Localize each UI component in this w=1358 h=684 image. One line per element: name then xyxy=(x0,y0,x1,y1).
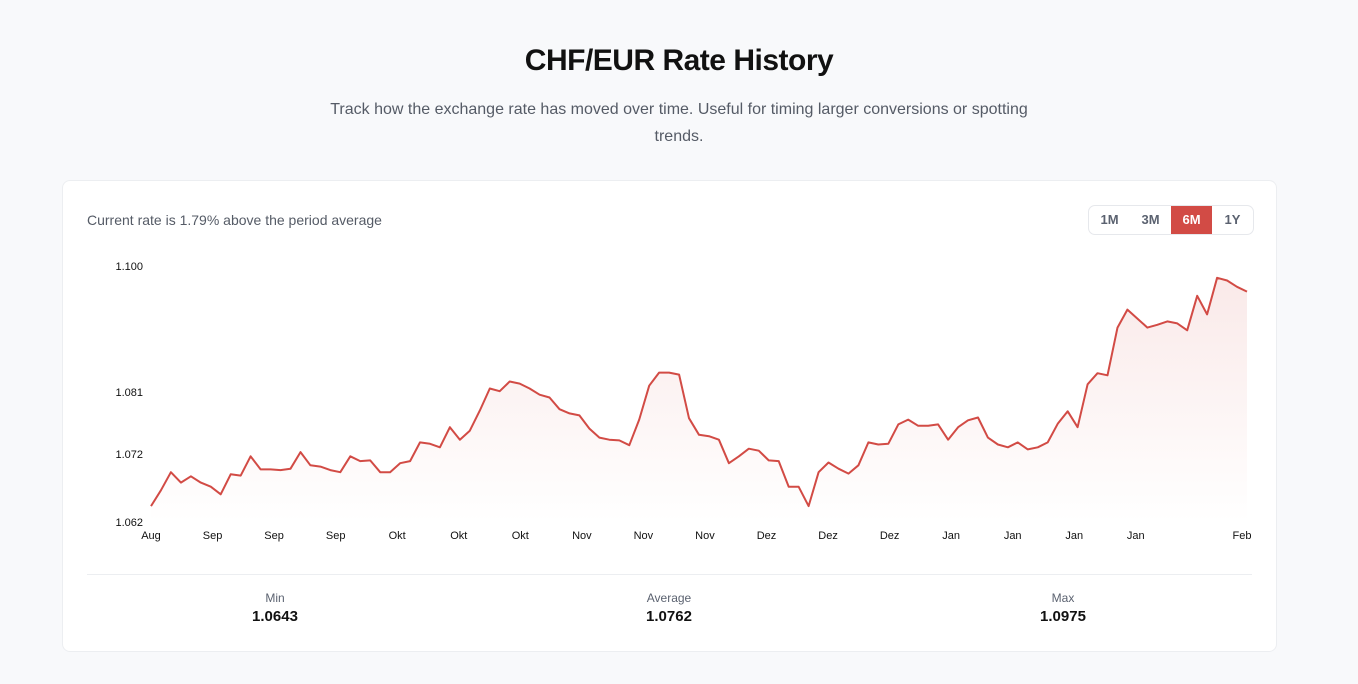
x-tick-label: Okt xyxy=(450,530,467,542)
rate-line xyxy=(150,276,1248,508)
x-tick-label: Okt xyxy=(512,530,529,542)
stat-min-label: Min xyxy=(265,591,285,605)
y-axis: 1.100 1.081 1.072 1.062 xyxy=(115,261,143,529)
rate-comparison-note: Current rate is 1.79% above the period a… xyxy=(87,212,382,228)
stat-min: Min 1.0643 xyxy=(125,591,425,625)
x-tick-label: Dez xyxy=(880,530,900,542)
x-tick-label: Nov xyxy=(695,530,715,542)
range-1m-button[interactable]: 1M xyxy=(1100,212,1119,227)
stat-min-value: 1.0643 xyxy=(252,608,298,625)
x-tick-label: Sep xyxy=(203,530,223,542)
x-tick-label: Feb xyxy=(1233,530,1252,542)
x-tick-label: Dez xyxy=(818,530,838,542)
page-title: CHF/EUR Rate History xyxy=(524,44,834,77)
range-6m-button[interactable]: 6M xyxy=(1171,206,1212,234)
x-tick-label: Jan xyxy=(1004,530,1022,542)
stat-max-label: Max xyxy=(1051,591,1075,605)
stats-divider xyxy=(87,574,1252,575)
stat-max: Max 1.0975 xyxy=(913,591,1213,625)
stat-average-value: 1.0762 xyxy=(646,608,692,625)
x-tick-label: Sep xyxy=(264,530,284,542)
x-tick-label: Dez xyxy=(757,530,777,542)
x-tick-label: Sep xyxy=(326,530,346,542)
y-tick-label: 1.100 xyxy=(115,261,143,273)
range-3m-button[interactable]: 3M xyxy=(1141,212,1160,227)
x-tick-label: Nov xyxy=(634,530,654,542)
x-tick-label: Jan xyxy=(1127,530,1145,542)
y-tick-label: 1.062 xyxy=(115,517,143,529)
range-selector: 1M 3M 6M 1Y xyxy=(1088,205,1254,235)
stat-average-label: Average xyxy=(646,591,692,605)
x-tick-label: Jan xyxy=(1065,530,1083,542)
range-1y-button[interactable]: 1Y xyxy=(1224,212,1241,227)
stat-average: Average 1.0762 xyxy=(519,591,819,625)
page-subtitle: Track how the exchange rate has moved ov… xyxy=(330,101,1028,145)
x-tick-label: Okt xyxy=(389,530,406,542)
x-axis: Aug Sep Sep Sep Okt Okt Okt Nov Nov Nov Dez Dez Dez J… xyxy=(141,530,1251,542)
x-tick-label: Nov xyxy=(572,530,592,542)
x-tick-label: Aug xyxy=(141,530,161,542)
x-tick-label: Jan xyxy=(942,530,960,542)
y-tick-label: 1.072 xyxy=(115,449,143,461)
stat-max-value: 1.0975 xyxy=(1040,608,1086,625)
rate-area xyxy=(151,277,1247,522)
y-tick-label: 1.081 xyxy=(115,387,143,399)
